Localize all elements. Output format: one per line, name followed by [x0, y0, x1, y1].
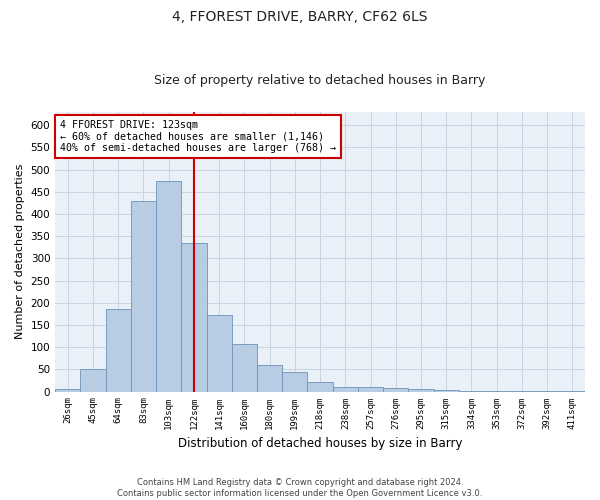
Title: Size of property relative to detached houses in Barry: Size of property relative to detached ho…: [154, 74, 486, 87]
Bar: [282, 372, 307, 392]
Bar: [232, 344, 257, 392]
Bar: [80, 370, 106, 392]
Bar: [484, 390, 509, 392]
Bar: [55, 390, 80, 392]
Bar: [459, 390, 484, 392]
Text: Contains HM Land Registry data © Crown copyright and database right 2024.
Contai: Contains HM Land Registry data © Crown c…: [118, 478, 482, 498]
Text: 4, FFOREST DRIVE, BARRY, CF62 6LS: 4, FFOREST DRIVE, BARRY, CF62 6LS: [172, 10, 428, 24]
Bar: [409, 390, 434, 392]
Text: 4 FFOREST DRIVE: 123sqm
← 60% of detached houses are smaller (1,146)
40% of semi: 4 FFOREST DRIVE: 123sqm ← 60% of detache…: [61, 120, 337, 154]
Bar: [383, 388, 409, 392]
Bar: [332, 387, 358, 392]
Bar: [257, 365, 282, 392]
Bar: [131, 202, 156, 392]
Bar: [434, 390, 459, 392]
Bar: [535, 390, 560, 392]
Bar: [560, 390, 585, 392]
Bar: [181, 243, 206, 392]
Bar: [358, 387, 383, 392]
Bar: [156, 180, 181, 392]
Y-axis label: Number of detached properties: Number of detached properties: [15, 164, 25, 340]
Bar: [206, 315, 232, 392]
Bar: [307, 382, 332, 392]
Bar: [106, 310, 131, 392]
X-axis label: Distribution of detached houses by size in Barry: Distribution of detached houses by size …: [178, 437, 463, 450]
